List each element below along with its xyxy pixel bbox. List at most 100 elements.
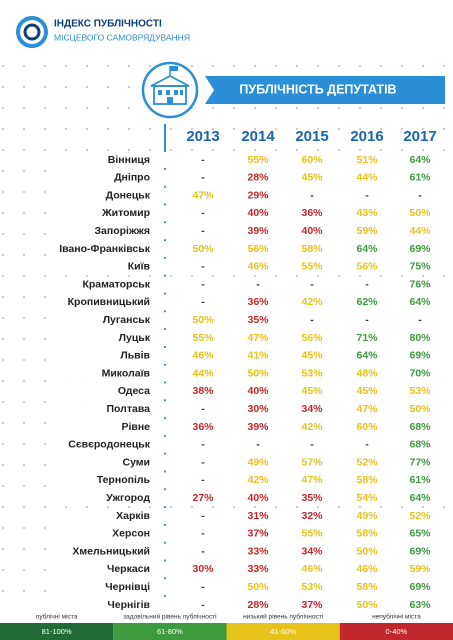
row-bg	[60, 330, 445, 346]
cell: -	[201, 278, 205, 290]
cell: -	[310, 189, 314, 201]
cell: 28%	[247, 172, 269, 184]
cell: 59%	[409, 563, 431, 575]
cell: -	[256, 439, 260, 451]
cell: 37%	[247, 528, 269, 540]
row-bg	[60, 187, 445, 204]
cell: -	[201, 545, 205, 557]
row-bg	[60, 294, 445, 311]
cell: 50%	[247, 367, 269, 379]
cell: 58%	[356, 528, 378, 540]
cell: 46%	[301, 563, 323, 575]
cell: 56%	[247, 243, 269, 255]
cell: 58%	[301, 243, 323, 255]
cell: -	[201, 207, 205, 219]
cell: 56%	[301, 332, 323, 344]
row-bg	[60, 419, 445, 435]
cell: 40%	[247, 385, 269, 397]
row-bg	[60, 490, 445, 507]
cell: 33%	[247, 545, 269, 557]
city-name: Чернівці	[105, 581, 150, 593]
legend-swatch	[113, 623, 227, 640]
cell: 60%	[301, 154, 323, 166]
cell: 42%	[247, 474, 269, 486]
cell: 44%	[192, 367, 214, 379]
cell: 50%	[192, 243, 214, 255]
legend-label: низький рівень публічності	[243, 613, 323, 621]
cell: 76%	[409, 278, 431, 290]
legend-range: 0-40%	[386, 627, 408, 636]
cell: 50%	[247, 581, 269, 593]
cell: 49%	[356, 510, 378, 522]
cell: 47%	[301, 474, 323, 486]
banner	[205, 76, 445, 104]
city-name: Львів	[120, 350, 150, 362]
legend-swatch	[226, 623, 340, 640]
legend-swatch	[0, 623, 114, 640]
legend-range: 81-100%	[42, 627, 72, 636]
cell: 64%	[356, 350, 378, 362]
city-name: Хмельницький	[72, 545, 150, 557]
building-icon	[141, 61, 199, 119]
city-name: Кропивницький	[68, 296, 150, 308]
cell: 69%	[409, 350, 431, 362]
row-bg	[60, 436, 445, 453]
row-bg	[60, 258, 445, 275]
legend-range: 61-80%	[157, 627, 183, 636]
cell: 47%	[192, 189, 214, 201]
cell: 34%	[301, 403, 323, 415]
cell: 62%	[356, 296, 378, 308]
cell: 55%	[192, 332, 214, 344]
cell: 46%	[356, 563, 378, 575]
cell: 46%	[247, 261, 269, 273]
cell: -	[201, 296, 205, 308]
city-name: Миколаїв	[102, 367, 151, 379]
header-bg	[0, 0, 453, 62]
row-bg	[60, 383, 445, 400]
cell: 36%	[247, 296, 269, 308]
city-name: Луцьк	[119, 332, 151, 344]
row-bg	[60, 312, 445, 329]
cell: -	[310, 278, 314, 290]
city-name: Тернопіль	[97, 474, 151, 486]
cell: 69%	[409, 243, 431, 255]
cell: 64%	[356, 243, 378, 255]
city-name: Полтава	[106, 403, 150, 415]
row-bg	[60, 223, 445, 240]
cell: 30%	[247, 403, 269, 415]
cell: -	[201, 510, 205, 522]
city-name: Запоріжжя	[94, 225, 150, 237]
cell: 40%	[247, 207, 269, 219]
city-name: Дніпро	[114, 172, 150, 184]
cell: 45%	[356, 385, 378, 397]
cell: 40%	[247, 492, 269, 504]
cell: -	[201, 172, 205, 184]
cell: 63%	[409, 599, 431, 611]
column-header: 2013	[186, 128, 219, 145]
cell: 53%	[301, 581, 323, 593]
cell: -	[201, 154, 205, 166]
cell: 32%	[301, 510, 323, 522]
cell: 71%	[356, 332, 378, 344]
cell: 54%	[356, 492, 378, 504]
row-bg	[60, 152, 445, 168]
cell: -	[201, 528, 205, 540]
cell: 47%	[356, 403, 378, 415]
cell: -	[201, 225, 205, 237]
cell: 53%	[409, 385, 431, 397]
cell: 49%	[247, 456, 269, 468]
city-name: Одеса	[118, 385, 150, 397]
cell: 39%	[247, 421, 269, 433]
legend-label: публічні міста	[36, 613, 78, 621]
cell: 46%	[192, 350, 214, 362]
city-name: Черкаси	[107, 563, 150, 575]
cell: 42%	[301, 296, 323, 308]
row-bg	[60, 401, 445, 418]
header-title: ІНДЕКС ПУБЛІЧНОСТІ	[54, 19, 162, 30]
cell: 35%	[301, 492, 323, 504]
row-bg	[60, 276, 445, 293]
cell: -	[310, 314, 314, 326]
cell: 39%	[247, 225, 269, 237]
cell: 45%	[301, 385, 323, 397]
